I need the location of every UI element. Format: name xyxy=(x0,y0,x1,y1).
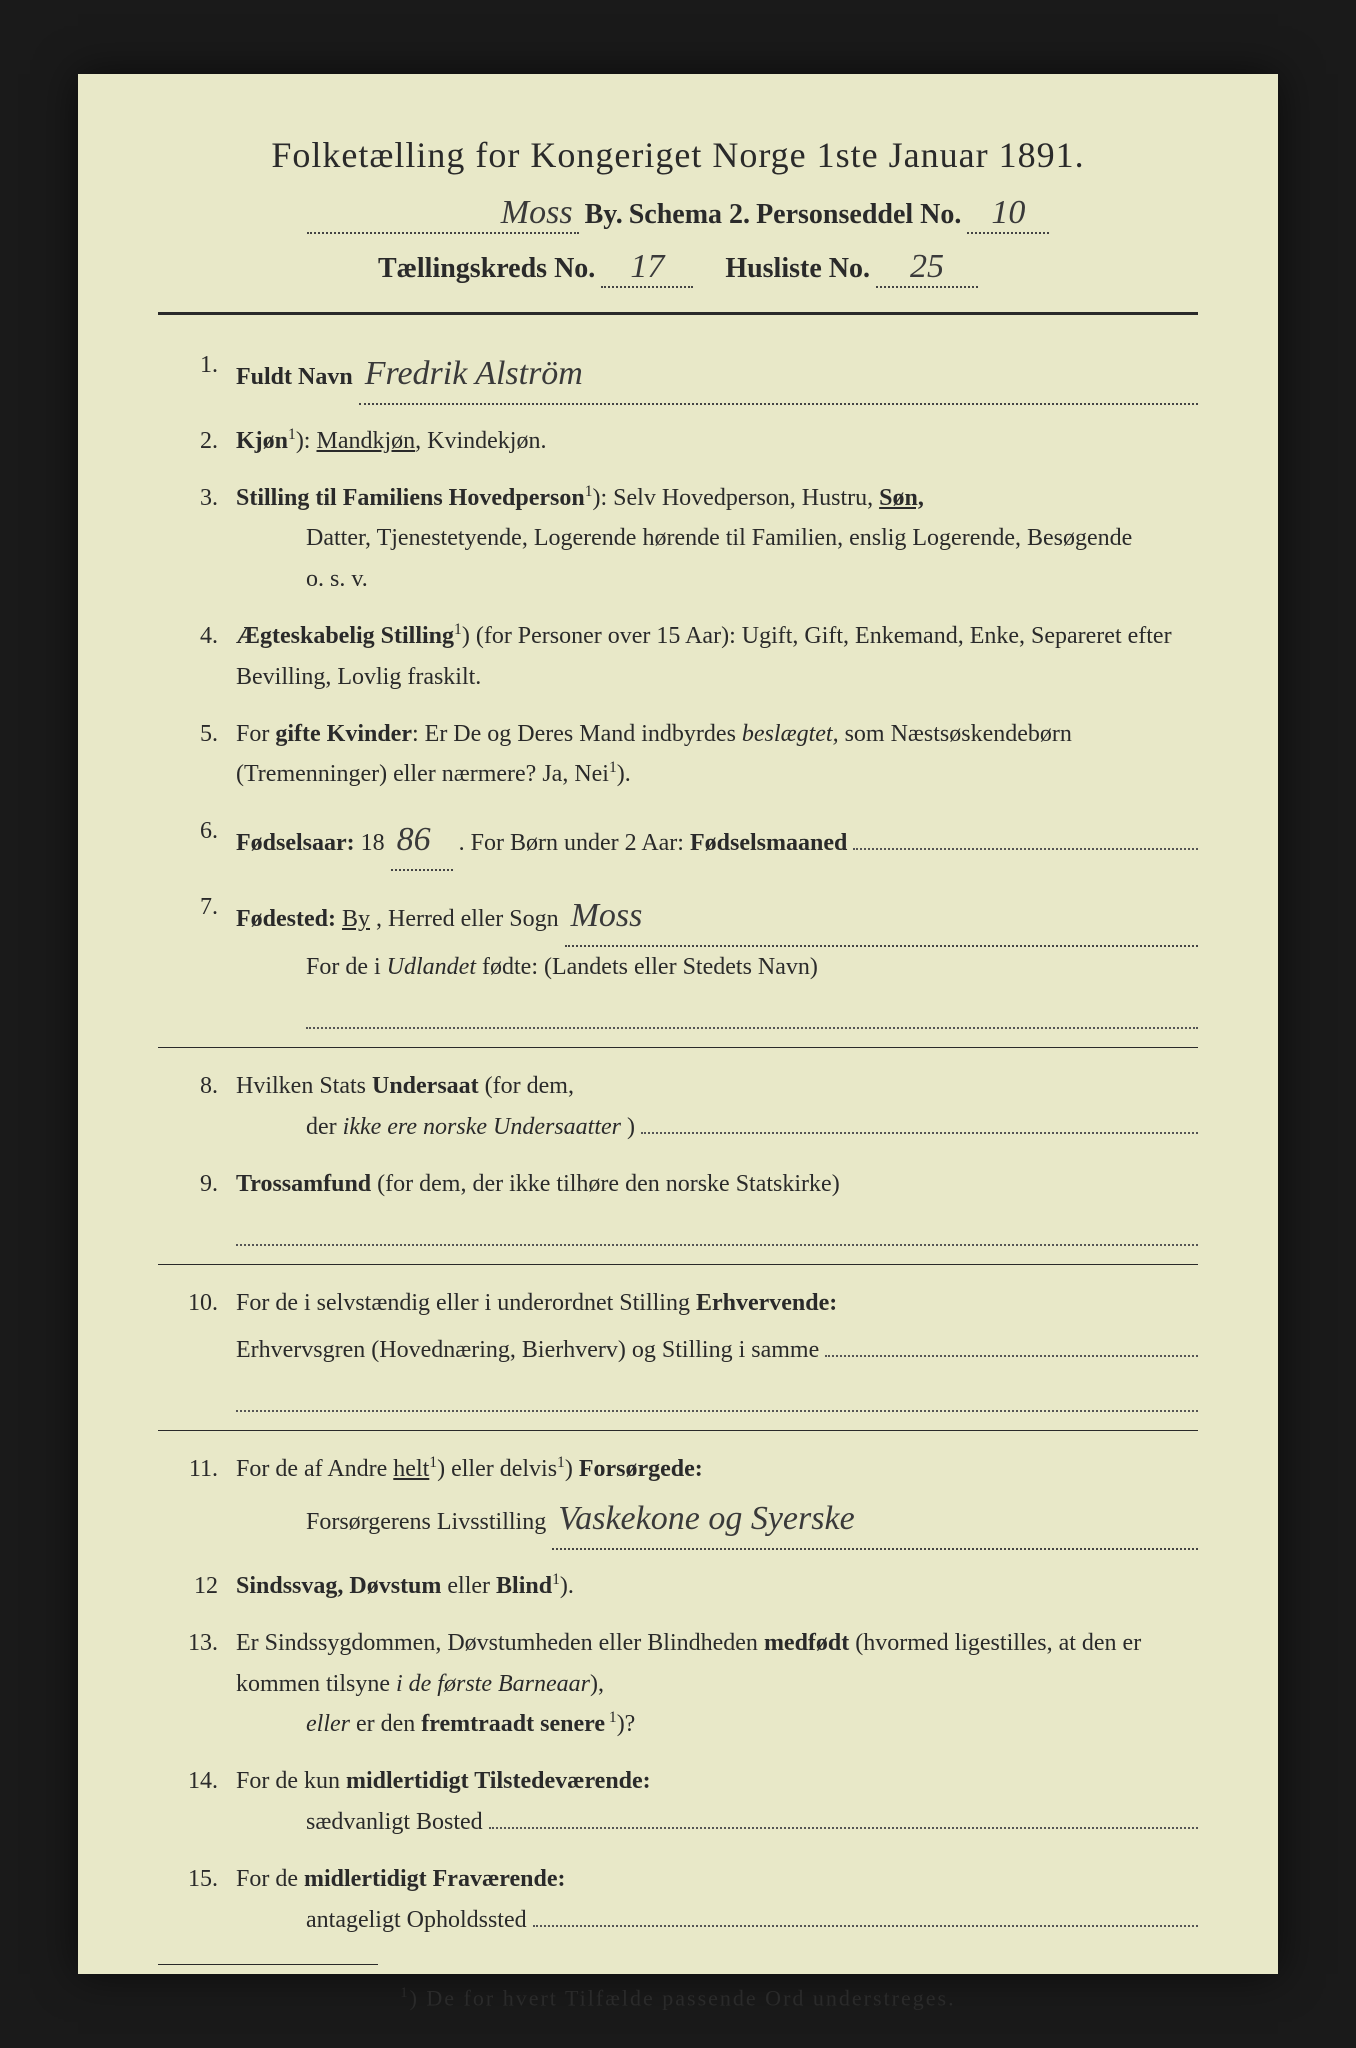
birthplace-abroad-field xyxy=(306,994,1198,1030)
item-num: 6. xyxy=(158,811,236,852)
birthmonth-label: Fødselsmaaned xyxy=(690,823,847,864)
header-row-1: Moss By. Schema 2. Personseddel No. 10 xyxy=(158,194,1198,234)
husliste-label: Husliste No. xyxy=(725,253,870,285)
married-women-label: gifte Kvinder xyxy=(275,721,412,747)
item-num: 11. xyxy=(158,1449,236,1490)
divider xyxy=(158,1047,1198,1048)
probable-residence-field xyxy=(533,1901,1198,1927)
kreds-label: Tællingskreds No. xyxy=(378,253,595,285)
item-2: 2. Kjøn1): Mandkjøn, Kvindekjøn. xyxy=(158,421,1198,462)
relation-son: Søn, xyxy=(879,485,924,511)
temp-present-label: midlertidigt Tilstedeværende: xyxy=(346,1768,651,1794)
item-num: 9. xyxy=(158,1164,236,1205)
citizenship-label: Undersaat xyxy=(372,1073,479,1099)
item-15: 15. For de midlertidigt Fraværende: anta… xyxy=(158,1859,1198,1941)
religion-label: Trossamfund xyxy=(236,1171,371,1197)
item-14: 14. For de kun midlertidigt Tilstedevære… xyxy=(158,1761,1198,1843)
supported-label: Forsørgede: xyxy=(579,1456,703,1482)
provider-label: Forsørgerens Livsstilling xyxy=(306,1502,546,1543)
sex-options-rest: , Kvindekjøn. xyxy=(415,428,546,454)
disability-label-1: Sindssvag, Døvstum xyxy=(236,1573,441,1599)
form-title: Folketælling for Kongeriget Norge 1ste J… xyxy=(158,134,1198,176)
divider xyxy=(158,1430,1198,1431)
occupation-label: Erhvervende: xyxy=(696,1283,837,1324)
item-num: 10. xyxy=(158,1283,236,1324)
item-num: 15. xyxy=(158,1859,236,1900)
item-num: 2. xyxy=(158,421,236,462)
item-13: 13. Er Sindssygdommen, Døvstumheden elle… xyxy=(158,1623,1198,1745)
religion-field xyxy=(236,1211,1198,1247)
provider-value: Vaskekone og Syerske xyxy=(552,1490,1198,1550)
citizenship-field xyxy=(641,1108,1198,1134)
item-11: 11. For de af Andre helt1) eller delvis1… xyxy=(158,1449,1198,1550)
by-label: By. xyxy=(585,199,623,231)
personseddel-label: Personseddel No. xyxy=(756,199,961,231)
item-num: 1. xyxy=(158,345,236,386)
divider xyxy=(158,312,1198,315)
item-num: 5. xyxy=(158,714,236,755)
item-num: 8. xyxy=(158,1066,236,1107)
temp-absent-label: midlertidigt Fraværende: xyxy=(304,1866,566,1892)
divider xyxy=(158,1264,1198,1265)
item-4: 4. Ægteskabelig Stilling1) (for Personer… xyxy=(158,616,1198,698)
item-num: 3. xyxy=(158,478,236,519)
name-label: Fuldt Navn xyxy=(236,357,353,398)
item-1: 1. Fuldt Navn Fredrik Alström xyxy=(158,345,1198,405)
relation-opts-2: Datter, Tjenestetyende, Logerende hørend… xyxy=(306,518,1198,559)
disability-label-2: Blind xyxy=(496,1573,552,1599)
item-num: 13. xyxy=(158,1623,236,1664)
sex-label: Kjøn xyxy=(236,428,288,454)
birthplace-value: Moss xyxy=(565,887,1198,947)
item-num: 12 xyxy=(158,1566,236,1607)
item-num: 4. xyxy=(158,616,236,657)
relation-etc: o. s. v. xyxy=(306,559,1198,600)
marital-label: Ægteskabelig Stilling xyxy=(236,623,454,649)
relation-opts-1: Selv Hovedperson, Hustru, xyxy=(613,485,879,511)
occupation-field-2 xyxy=(236,1377,1198,1413)
sex-value-male: Mandkjøn xyxy=(316,428,415,454)
personseddel-value: 10 xyxy=(967,194,1049,234)
footnote-divider xyxy=(158,1964,378,1965)
birthyear-value: 86 xyxy=(391,811,453,871)
footnote: 1) De for hvert Tilfælde passende Ord un… xyxy=(158,1985,1198,2011)
kreds-value: 17 xyxy=(601,248,693,288)
usual-residence-field xyxy=(489,1803,1198,1829)
item-5: 5. For gifte Kvinder: Er De og Deres Man… xyxy=(158,714,1198,796)
husliste-value: 25 xyxy=(876,248,978,288)
occupation-field-1 xyxy=(825,1331,1198,1357)
header-row-2: Tællingskreds No. 17 Husliste No. 25 xyxy=(158,248,1198,288)
item-7: 7. Fødested: By, Herred eller Sogn Moss … xyxy=(158,887,1198,1029)
birthplace-label: Fødested: xyxy=(236,899,336,940)
by-value: Moss xyxy=(307,194,579,234)
name-value: Fredrik Alström xyxy=(359,345,1198,405)
schema-label: Schema 2. xyxy=(629,199,750,231)
item-8: 8. Hvilken Stats Undersaat (for dem, der… xyxy=(158,1066,1198,1148)
item-9: 9. Trossamfund (for dem, der ikke tilhør… xyxy=(158,1164,1198,1246)
item-12: 12 Sindssvag, Døvstum eller Blind1). xyxy=(158,1566,1198,1607)
census-form-page: Folketælling for Kongeriget Norge 1ste J… xyxy=(78,74,1278,1974)
birthyear-label: Fødselsaar: xyxy=(236,823,355,864)
item-10: 10. For de i selvstændig eller i underor… xyxy=(158,1283,1198,1412)
item-num: 7. xyxy=(158,887,236,928)
item-3: 3. Stilling til Familiens Hovedperson1):… xyxy=(158,478,1198,600)
form-header: Folketælling for Kongeriget Norge 1ste J… xyxy=(158,134,1198,288)
item-num: 14. xyxy=(158,1761,236,1802)
relation-label: Stilling til Familiens Hovedperson xyxy=(236,485,585,511)
birthplace-by: By xyxy=(342,899,370,940)
item-6: 6. Fødselsaar: 1886. For Børn under 2 Aa… xyxy=(158,811,1198,871)
birthmonth-field xyxy=(853,824,1198,850)
